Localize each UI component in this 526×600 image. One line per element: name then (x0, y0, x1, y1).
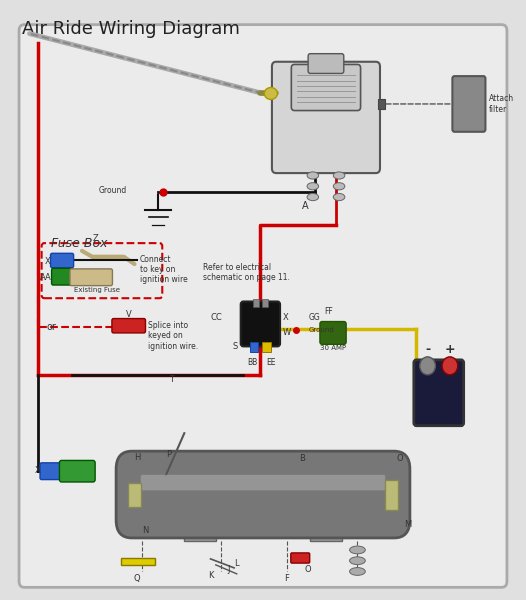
Text: K: K (208, 571, 213, 580)
Circle shape (420, 357, 436, 375)
Text: Ground: Ground (98, 186, 127, 195)
Text: Refer to electrical
schematic on page 11.: Refer to electrical schematic on page 11… (203, 263, 289, 282)
Text: O: O (304, 565, 311, 574)
Ellipse shape (350, 557, 365, 565)
Text: GG: GG (309, 313, 321, 322)
Text: Fuse Box: Fuse Box (50, 237, 107, 250)
Text: FF: FF (325, 307, 333, 316)
Ellipse shape (333, 182, 345, 190)
FancyBboxPatch shape (112, 319, 146, 333)
Ellipse shape (333, 172, 345, 179)
FancyBboxPatch shape (414, 360, 463, 426)
Text: or: or (46, 322, 56, 332)
Bar (378, 99, 385, 109)
Text: X: X (34, 466, 40, 475)
Text: Splice into
keyed on
ignition wire.: Splice into keyed on ignition wire. (148, 321, 198, 351)
Text: T: T (169, 376, 174, 385)
Bar (122, 558, 156, 565)
FancyBboxPatch shape (52, 268, 73, 285)
Ellipse shape (307, 182, 319, 190)
Bar (262, 341, 271, 352)
Text: +: + (444, 343, 455, 356)
Text: X: X (282, 313, 288, 322)
Text: Existing Fuse: Existing Fuse (74, 287, 120, 293)
Text: O: O (396, 454, 403, 463)
FancyBboxPatch shape (19, 25, 507, 587)
Text: V: V (126, 310, 132, 319)
Ellipse shape (350, 546, 365, 554)
Text: Z: Z (93, 234, 98, 243)
Text: BB: BB (247, 358, 258, 367)
Text: Air Ride Wiring Diagram: Air Ride Wiring Diagram (22, 20, 239, 38)
Text: P: P (166, 449, 171, 458)
Ellipse shape (350, 568, 365, 575)
FancyBboxPatch shape (291, 64, 361, 110)
Bar (262, 299, 268, 307)
FancyBboxPatch shape (40, 463, 63, 479)
FancyBboxPatch shape (320, 322, 346, 344)
Text: J: J (228, 565, 230, 574)
Text: EE: EE (266, 358, 276, 367)
Text: Ground: Ground (309, 327, 335, 333)
Text: -: - (425, 343, 430, 356)
FancyBboxPatch shape (272, 62, 380, 173)
Text: S: S (233, 342, 238, 351)
Text: L: L (235, 559, 239, 568)
Text: M: M (403, 520, 411, 529)
Bar (184, 520, 216, 541)
Text: CC: CC (210, 313, 222, 322)
Text: Attach
filter: Attach filter (489, 94, 514, 113)
Bar (252, 299, 259, 307)
Text: W: W (282, 328, 291, 337)
Text: AA: AA (41, 274, 52, 283)
FancyBboxPatch shape (70, 269, 113, 286)
Ellipse shape (307, 172, 319, 179)
Text: N: N (142, 526, 148, 535)
Bar (250, 341, 258, 352)
Ellipse shape (307, 193, 319, 200)
Text: Connect
to key on
ignition wire: Connect to key on ignition wire (140, 254, 187, 284)
Text: Q: Q (134, 574, 140, 583)
FancyBboxPatch shape (308, 53, 344, 73)
Bar (385, 479, 398, 509)
FancyBboxPatch shape (50, 253, 74, 268)
Text: X: X (45, 257, 50, 266)
Bar (310, 520, 342, 541)
Bar (128, 482, 141, 506)
Ellipse shape (264, 88, 277, 100)
FancyBboxPatch shape (241, 301, 280, 346)
FancyBboxPatch shape (141, 475, 385, 490)
FancyBboxPatch shape (59, 460, 95, 482)
Circle shape (442, 357, 458, 375)
Text: F: F (284, 574, 289, 583)
FancyBboxPatch shape (291, 553, 310, 563)
FancyBboxPatch shape (452, 76, 485, 132)
Text: B: B (299, 454, 305, 463)
Text: H: H (134, 452, 140, 461)
FancyBboxPatch shape (116, 451, 410, 538)
Text: 30 AMP: 30 AMP (320, 345, 346, 351)
Ellipse shape (333, 193, 345, 200)
Text: A: A (301, 201, 308, 211)
